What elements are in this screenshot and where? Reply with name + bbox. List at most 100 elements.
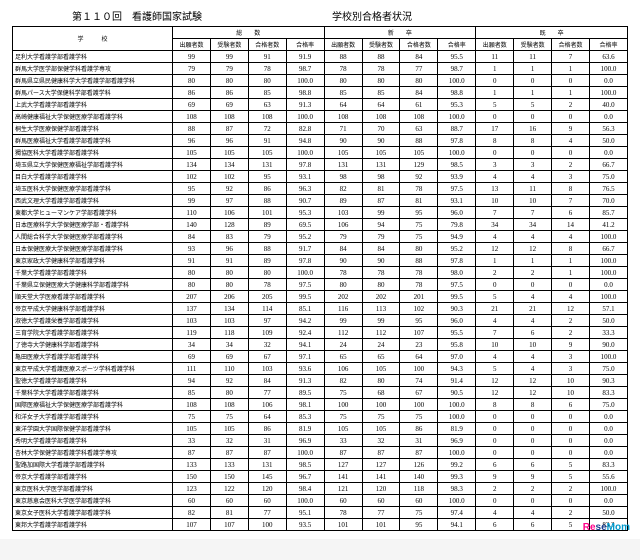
data-cell: 94.1: [438, 519, 476, 531]
data-cell: 105: [248, 147, 286, 159]
data-cell: 95.2: [438, 243, 476, 255]
data-cell: 7: [476, 207, 514, 219]
data-cell: 82: [324, 183, 362, 195]
data-cell: 91: [210, 255, 248, 267]
data-cell: 93.9: [438, 171, 476, 183]
school-cell: 帝京大学看護学部看護学科: [13, 471, 173, 483]
data-cell: 2: [514, 483, 552, 495]
data-cell: 88: [248, 243, 286, 255]
school-cell: 順天堂大学医療看護学部看護学科: [13, 291, 173, 303]
data-cell: 5: [552, 471, 590, 483]
data-cell: 108: [362, 111, 400, 123]
data-cell: 12: [476, 375, 514, 387]
data-cell: 0: [552, 435, 590, 447]
data-cell: 140: [400, 471, 438, 483]
data-cell: 96.3: [286, 183, 324, 195]
data-cell: 98.8: [438, 87, 476, 99]
data-cell: 2: [476, 267, 514, 279]
data-cell: 133: [173, 459, 211, 471]
data-cell: 108: [210, 399, 248, 411]
data-cell: 95: [400, 519, 438, 531]
data-cell: 123: [173, 483, 211, 495]
data-cell: 0: [476, 495, 514, 507]
data-cell: 86: [400, 423, 438, 435]
data-cell: 12: [476, 387, 514, 399]
data-cell: 2: [476, 483, 514, 495]
table-row: 杏林大学保健学部看護学科看護学専攻878787100.0878787100.00…: [13, 447, 628, 459]
data-cell: 3: [514, 159, 552, 171]
data-cell: 95: [173, 183, 211, 195]
data-cell: 2: [552, 327, 590, 339]
data-cell: 100.0: [438, 495, 476, 507]
data-cell: 105: [362, 147, 400, 159]
data-cell: 64: [400, 351, 438, 363]
table-row: 東邦大学看護学部看護学科10710710093.51011019594.1665…: [13, 519, 628, 531]
data-cell: 90.3: [589, 375, 627, 387]
data-cell: 0.0: [589, 279, 627, 291]
data-cell: 78: [362, 63, 400, 75]
table-row: 日本保健医療大学保健医療学部看護学科93968891.784848095.212…: [13, 243, 628, 255]
data-cell: 80: [324, 279, 362, 291]
data-cell: 6: [476, 519, 514, 531]
header-right: 学校別合格者状況: [332, 8, 412, 23]
data-cell: 75: [362, 411, 400, 423]
data-cell: 99: [173, 195, 211, 207]
data-cell: 21: [476, 303, 514, 315]
data-cell: 77: [400, 63, 438, 75]
data-cell: 1: [514, 63, 552, 75]
data-cell: 50.0: [589, 315, 627, 327]
data-cell: 70.0: [589, 195, 627, 207]
results-table: 学 校 総 数 新 卒 既 卒 出願者数受験者数合格者数合格率出願者数受験者数合…: [12, 26, 628, 531]
data-cell: 95.3: [438, 99, 476, 111]
data-cell: 74: [400, 375, 438, 387]
col-sub: 出願者数: [173, 39, 211, 51]
data-cell: 81: [210, 507, 248, 519]
data-cell: 60: [324, 495, 362, 507]
school-cell: 群馬パース大学保健科学部看護学科: [13, 87, 173, 99]
school-cell: 東京家政大学健康科学部看護学科: [13, 255, 173, 267]
data-cell: 10: [476, 339, 514, 351]
data-cell: 60: [248, 495, 286, 507]
data-cell: 150: [210, 471, 248, 483]
data-cell: 100.0: [286, 495, 324, 507]
school-cell: 和洋女子大学看護学部看護学科: [13, 411, 173, 423]
data-cell: 77: [362, 507, 400, 519]
data-cell: 127: [324, 459, 362, 471]
data-cell: 14: [552, 219, 590, 231]
table-row: 亀田医療大学看護学部看護学科69696797.165656497.0443100…: [13, 351, 628, 363]
document-page: 第１１０回 看護師国家試験 学校別合格者状況 { "header":{"left…: [0, 0, 640, 539]
data-cell: 131: [248, 159, 286, 171]
data-cell: 96.0: [438, 207, 476, 219]
data-cell: 202: [324, 291, 362, 303]
data-cell: 106: [324, 363, 362, 375]
data-cell: 80: [248, 267, 286, 279]
data-cell: 0: [476, 147, 514, 159]
data-cell: 108: [400, 111, 438, 123]
table-header: 学 校 総 数 新 卒 既 卒 出願者数受験者数合格者数合格率出願者数受験者数合…: [13, 27, 628, 51]
data-cell: 105: [173, 147, 211, 159]
data-cell: 99.5: [286, 291, 324, 303]
data-cell: 0.0: [589, 435, 627, 447]
data-cell: 95.8: [438, 339, 476, 351]
data-cell: 95.2: [286, 231, 324, 243]
table-row: 千葉大学看護学部看護学科808080100.078787898.0221100.…: [13, 267, 628, 279]
data-cell: 0.0: [589, 147, 627, 159]
data-cell: 85.3: [286, 411, 324, 423]
data-cell: 108: [210, 111, 248, 123]
school-cell: 東邦大学看護学部看護学科: [13, 519, 173, 531]
data-cell: 93: [173, 243, 211, 255]
data-cell: 94.9: [438, 231, 476, 243]
table-row: 人間総合科学大学保健医療学部看護学科84837995.279797594.944…: [13, 231, 628, 243]
data-cell: 65: [324, 351, 362, 363]
school-cell: 獨協医科大学看護学部看護学科: [13, 147, 173, 159]
data-cell: 23: [400, 339, 438, 351]
data-cell: 99.5: [438, 291, 476, 303]
data-cell: 80: [173, 267, 211, 279]
data-cell: 69: [210, 351, 248, 363]
col-sub: 合格率: [286, 39, 324, 51]
data-cell: 16: [514, 123, 552, 135]
data-cell: 86: [248, 183, 286, 195]
data-cell: 96: [210, 243, 248, 255]
data-cell: 91.3: [286, 375, 324, 387]
data-cell: 33.3: [589, 327, 627, 339]
